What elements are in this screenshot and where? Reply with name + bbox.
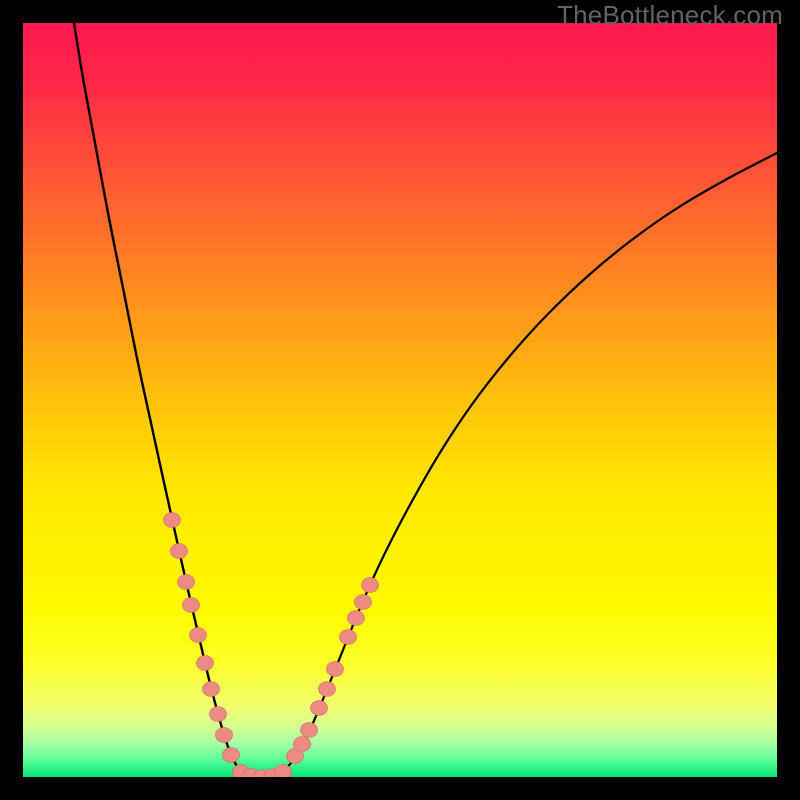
- data-marker: [355, 595, 372, 610]
- plot-area: [23, 23, 777, 777]
- data-marker: [348, 611, 365, 626]
- chart-svg: [23, 23, 777, 777]
- data-marker: [311, 701, 328, 716]
- data-marker: [319, 682, 336, 697]
- data-marker: [171, 544, 188, 559]
- data-marker: [210, 707, 227, 722]
- data-marker: [327, 662, 344, 677]
- gradient-background: [23, 23, 777, 777]
- data-marker: [301, 723, 318, 738]
- data-marker: [294, 737, 311, 752]
- data-marker: [216, 728, 233, 743]
- watermark-text: TheBottleneck.com: [557, 0, 783, 31]
- image-root: TheBottleneck.com: [0, 0, 800, 800]
- data-marker: [362, 578, 379, 593]
- data-marker: [164, 513, 181, 528]
- data-marker: [178, 575, 195, 590]
- data-marker: [190, 628, 207, 643]
- data-marker: [340, 630, 357, 645]
- data-marker: [203, 682, 220, 697]
- data-marker: [223, 748, 240, 763]
- data-marker: [183, 598, 200, 613]
- data-marker: [197, 656, 214, 671]
- data-marker: [275, 765, 292, 778]
